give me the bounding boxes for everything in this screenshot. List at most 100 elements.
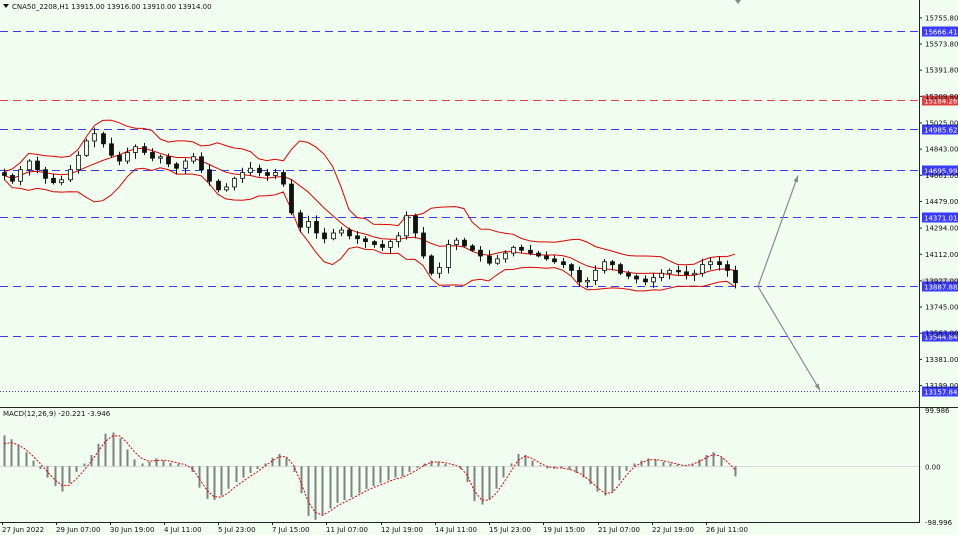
bull-candle <box>708 261 713 266</box>
chart-shift-marker <box>735 0 741 4</box>
bear-candle <box>142 146 147 153</box>
bear-candle <box>528 249 533 254</box>
price-level-tag <box>922 26 958 37</box>
bull-candle <box>158 156 163 159</box>
bear-candle <box>552 258 557 263</box>
price-level-label: 13544.84 <box>924 334 958 342</box>
bear-candle <box>536 252 541 257</box>
bear-candle <box>429 255 434 274</box>
bull-candle <box>692 272 697 276</box>
time-tick-label: 27 Jun 2022 <box>2 526 44 534</box>
price-tick-label: 14843.00 <box>925 146 958 154</box>
price-tick-label: 15573.80 <box>925 41 958 49</box>
bull-candle <box>339 229 344 234</box>
price-tick-label: 15209.80 <box>925 93 958 101</box>
bull-candle <box>224 186 229 191</box>
bull-candle <box>68 169 73 181</box>
bear-candle <box>51 177 56 184</box>
macd-tick-label: -98.996 <box>925 519 953 527</box>
bollinger-upper <box>3 119 736 266</box>
price-tick-label: 15391.80 <box>925 67 958 75</box>
bull-candle <box>84 140 89 156</box>
bull-candle <box>248 167 253 173</box>
time-tick-label: 21 Jul 07:00 <box>598 526 640 534</box>
bull-candle <box>446 244 451 268</box>
bear-candle <box>462 239 467 247</box>
bull-candle <box>76 154 81 171</box>
macd-tick-label: 99.986 <box>925 407 950 415</box>
price-level-label: 14695.99 <box>924 168 957 176</box>
bear-candle <box>372 241 377 245</box>
bear-candle <box>257 167 262 173</box>
time-tick-label: 15 Jul 23:00 <box>489 526 531 534</box>
price-tick-label: 13927.00 <box>925 277 958 285</box>
bear-candle <box>117 154 122 162</box>
price-levels-layer: 15666.41 15184.26 14985.62 14695.99 14371.01… <box>0 26 958 397</box>
bear-candle <box>314 221 319 234</box>
down-projection-arrow <box>757 286 821 391</box>
bear-candle <box>733 269 738 284</box>
bull-candle <box>183 160 188 169</box>
bear-candle <box>643 278 648 283</box>
bull-candle <box>659 272 664 278</box>
bear-candle <box>577 269 582 283</box>
price-axis-labels: 15755.80 15573.80 15391.80 15209.80 15025.00… <box>919 14 958 390</box>
price-tick-label: 13563.00 <box>925 330 958 338</box>
price-tick-label: 15755.80 <box>925 14 958 22</box>
price-tick-label: 14661.00 <box>925 172 958 180</box>
bull-candle <box>511 246 516 254</box>
bull-candle <box>133 146 138 153</box>
bull-candle <box>306 221 311 228</box>
bear-candle <box>109 143 114 156</box>
down-projection-arrow-head <box>814 383 820 391</box>
time-tick-label: 14 Jul 11:00 <box>435 526 477 534</box>
bear-candle <box>199 156 204 171</box>
bear-candle <box>626 272 631 277</box>
bear-candle <box>43 169 48 179</box>
price-level-label: 15666.41 <box>924 29 957 37</box>
bull-candle <box>667 269 672 274</box>
bear-candle <box>2 172 7 176</box>
symbol-dropdown-icon[interactable] <box>3 4 9 8</box>
bull-candle <box>388 241 393 248</box>
time-tick-label: 4 Jul 11:00 <box>164 526 202 534</box>
bull-candle <box>27 160 32 171</box>
bull-candle <box>651 277 656 283</box>
bull-candle <box>585 280 590 283</box>
time-tick-label: 5 Jul 23:00 <box>218 526 256 534</box>
bollinger-lower <box>3 167 736 292</box>
price-level-tag <box>922 212 958 223</box>
bull-candle <box>191 156 196 162</box>
bear-candle <box>289 183 294 214</box>
bear-candle <box>174 163 179 169</box>
projection-arrows <box>757 175 821 391</box>
price-tick-label: 14112.00 <box>925 251 958 259</box>
bear-candle <box>281 172 286 185</box>
bear-candle <box>544 255 549 260</box>
time-tick-label: 19 Jul 15:00 <box>543 526 585 534</box>
up-projection-arrow-head <box>793 175 798 183</box>
price-level-label: 13887.88 <box>924 284 957 292</box>
bear-candle <box>265 172 270 176</box>
bear-candle <box>413 215 418 234</box>
price-level-label: 14985.62 <box>924 127 957 135</box>
price-tick-label: 13381.00 <box>925 356 958 364</box>
bear-candle <box>101 133 106 145</box>
bear-candle <box>380 244 385 248</box>
bear-candle <box>207 169 212 182</box>
time-tick-label: 7 Jul 15:00 <box>272 526 310 534</box>
bear-candle <box>561 261 566 266</box>
price-tick-label: 13745.00 <box>925 304 958 312</box>
bear-candle <box>684 271 689 276</box>
bear-candle <box>216 180 221 191</box>
bear-candle <box>487 255 492 264</box>
price-level-tag <box>922 386 958 397</box>
time-tick-label: 26 Jul 11:00 <box>706 526 748 534</box>
bull-candle <box>59 179 64 184</box>
bear-candle <box>618 264 623 274</box>
price-level-tag <box>922 95 958 106</box>
bear-candle <box>470 245 475 251</box>
time-tick-label: 12 Jul 19:00 <box>381 526 423 534</box>
bull-candle <box>454 239 459 245</box>
